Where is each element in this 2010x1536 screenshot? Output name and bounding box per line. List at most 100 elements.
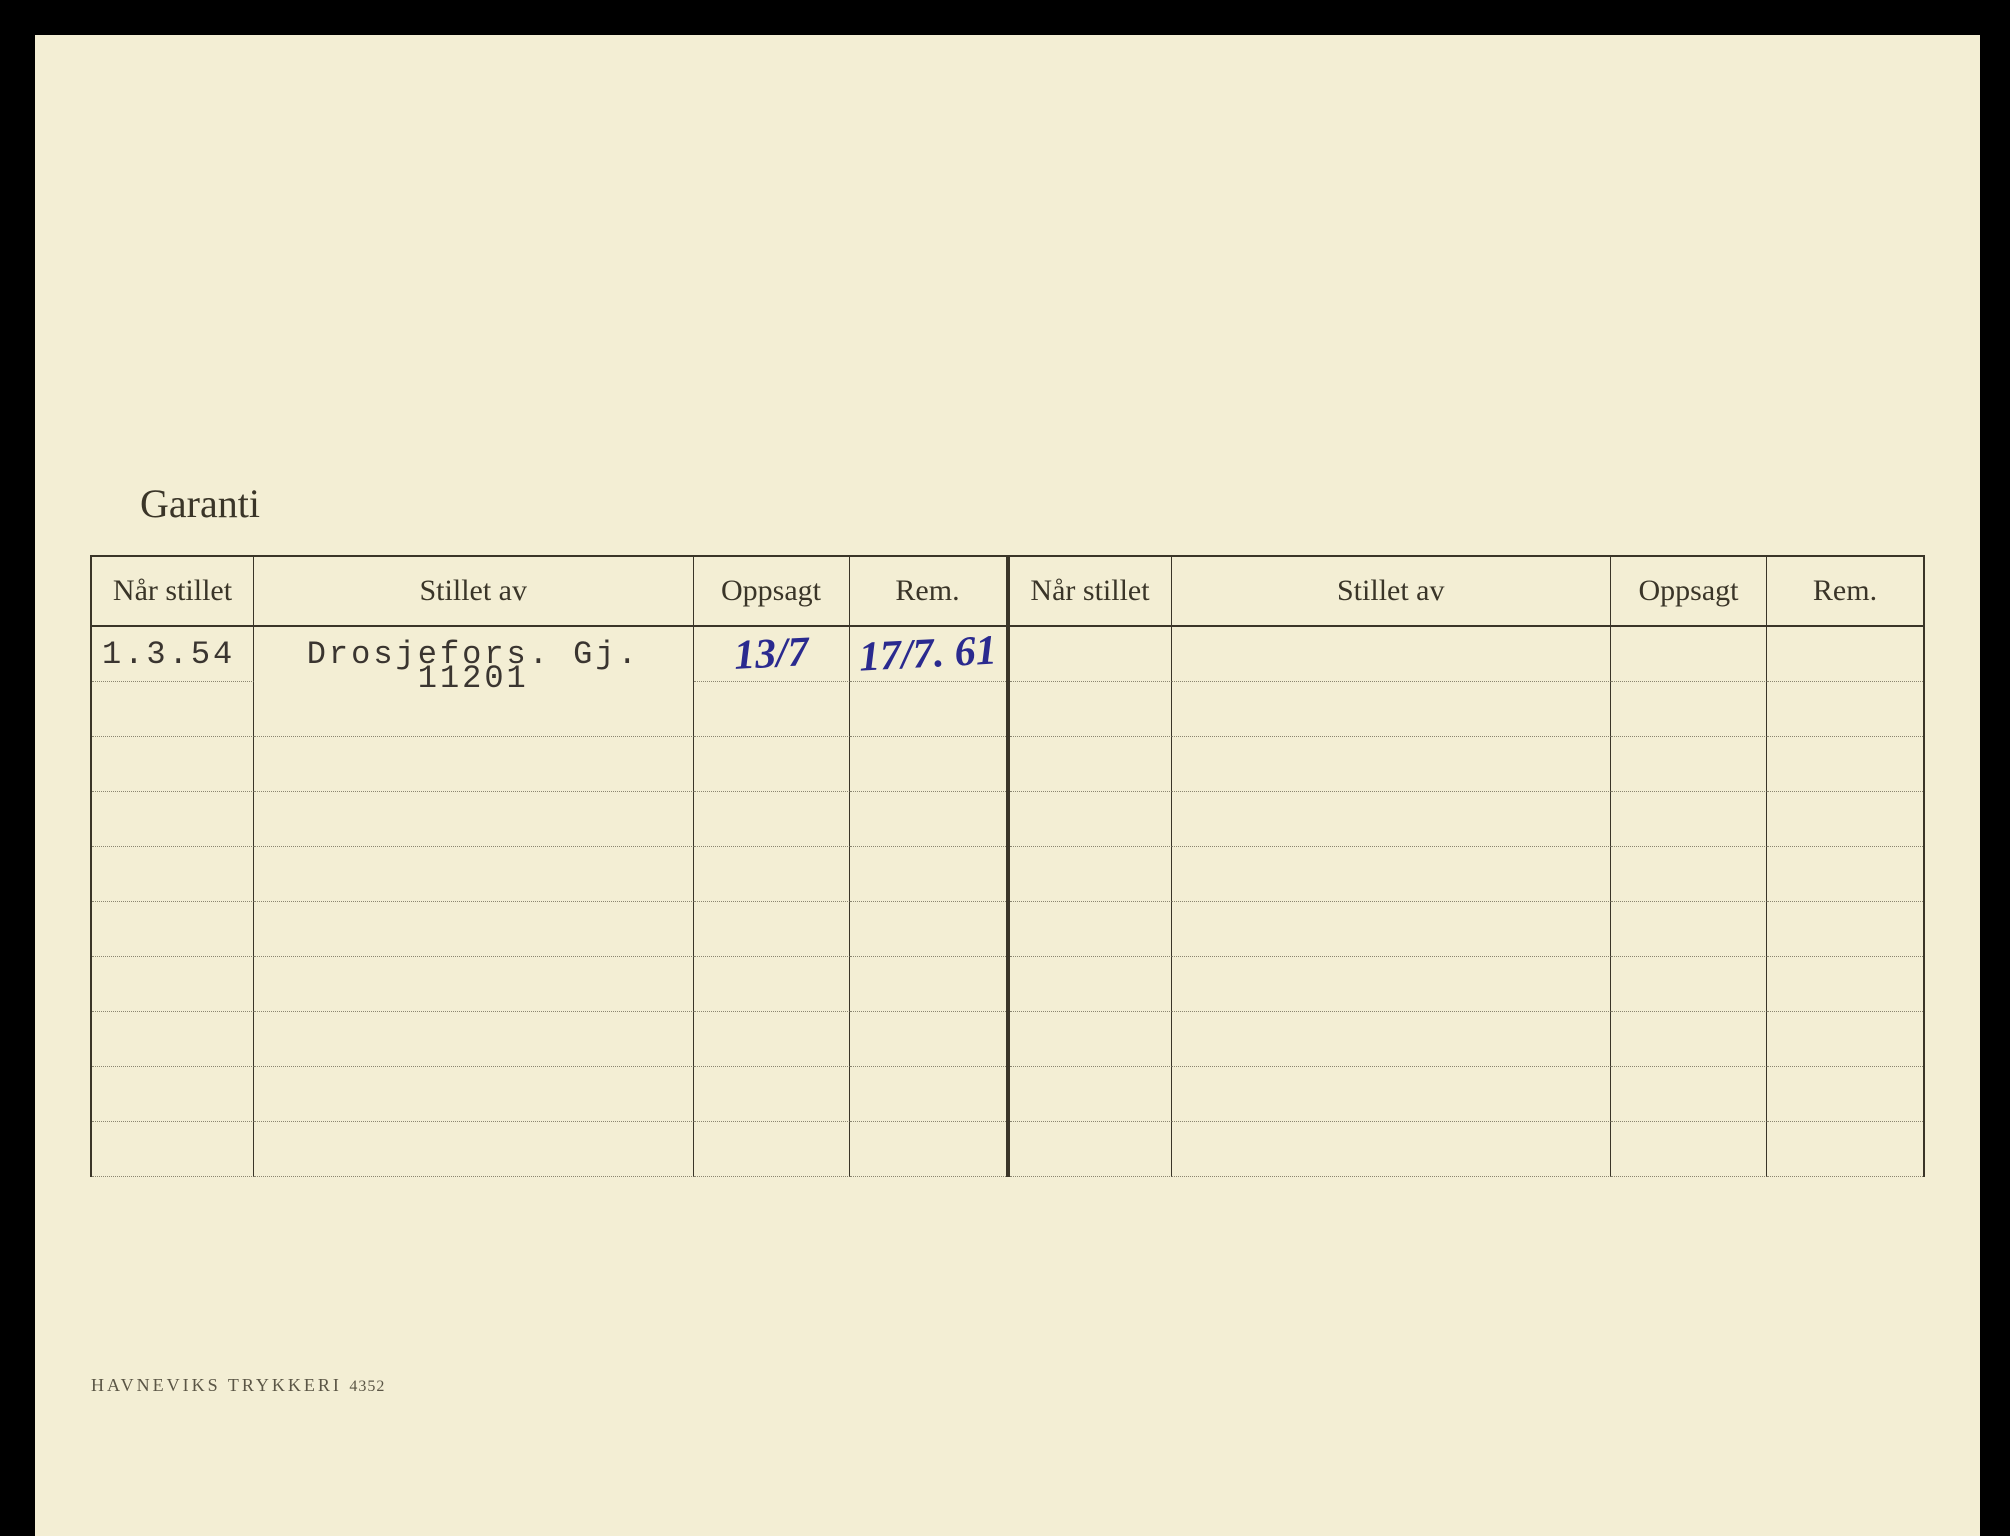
table-row	[92, 1012, 1006, 1067]
cell-empty	[1172, 1067, 1612, 1122]
cell-empty	[1010, 902, 1172, 957]
cell-empty	[694, 1067, 850, 1122]
cell-empty	[1010, 1067, 1172, 1122]
cell-empty	[694, 847, 850, 902]
cell-oppsagt	[694, 682, 850, 737]
cell-empty	[92, 792, 254, 847]
table-row	[92, 1122, 1006, 1177]
cell-empty	[850, 847, 1006, 902]
table-row	[92, 957, 1006, 1012]
cell-empty	[1172, 902, 1612, 957]
cell-empty	[92, 1012, 254, 1067]
handwritten-text: 17/7. 61	[857, 626, 997, 681]
cell-empty	[254, 737, 694, 792]
table-row	[92, 847, 1006, 902]
cell-empty	[1172, 957, 1612, 1012]
cell-empty	[1767, 1067, 1923, 1122]
cell-empty	[1172, 627, 1612, 682]
cell-empty	[1611, 1122, 1767, 1177]
cell-empty	[1611, 1012, 1767, 1067]
cell-empty	[1172, 792, 1612, 847]
cell-empty	[1767, 1012, 1923, 1067]
table-row	[1010, 682, 1924, 737]
cell-empty	[694, 957, 850, 1012]
cell-empty	[1611, 902, 1767, 957]
cell-empty	[1010, 1122, 1172, 1177]
printer-number: 4352	[349, 1378, 385, 1395]
cell-empty	[254, 902, 694, 957]
cell-empty	[1010, 627, 1172, 682]
cell-empty	[92, 902, 254, 957]
cell-empty	[1172, 1012, 1612, 1067]
cell-empty	[1767, 737, 1923, 792]
content-area: Garanti Når stillet Stillet av Oppsagt R…	[90, 480, 1925, 1177]
col-header-rem: Rem.	[1767, 557, 1923, 625]
table-row	[1010, 792, 1924, 847]
cell-empty	[1010, 682, 1172, 737]
cell-empty	[1767, 957, 1923, 1012]
cell-empty	[850, 737, 1006, 792]
cell-empty	[254, 1122, 694, 1177]
cell-empty	[254, 1012, 694, 1067]
cell-empty	[850, 792, 1006, 847]
typed-text: 1.3.54	[102, 636, 235, 673]
cell-empty	[694, 1012, 850, 1067]
cell-nar-stillet	[92, 682, 254, 737]
cell-empty	[1611, 792, 1767, 847]
cell-empty	[850, 1122, 1006, 1177]
cell-empty	[254, 1067, 694, 1122]
col-header-nar-stillet: Når stillet	[92, 557, 254, 625]
cell-empty	[1767, 847, 1923, 902]
cell-empty	[850, 1012, 1006, 1067]
cell-empty	[694, 1122, 850, 1177]
typed-line: 11201	[418, 660, 529, 697]
table-left-half: Når stillet Stillet av Oppsagt Rem. 1.3.…	[92, 557, 1008, 1177]
col-header-nar-stillet: Når stillet	[1010, 557, 1172, 625]
col-header-oppsagt: Oppsagt	[694, 557, 850, 625]
cell-empty	[1767, 1122, 1923, 1177]
cell-empty	[1010, 957, 1172, 1012]
cell-empty	[1767, 902, 1923, 957]
cell-empty	[694, 792, 850, 847]
cell-empty	[92, 1067, 254, 1122]
table-row: 11201	[92, 682, 1006, 737]
table-row	[1010, 1067, 1924, 1122]
cell-empty	[1611, 847, 1767, 902]
col-header-stillet-av: Stillet av	[254, 557, 694, 625]
cell-empty	[850, 1067, 1006, 1122]
table-row	[92, 792, 1006, 847]
printer-footer: HAVNEVIKS TRYKKERI 4352	[91, 1375, 385, 1396]
cell-empty	[254, 957, 694, 1012]
cell-empty	[850, 957, 1006, 1012]
table-row	[92, 1067, 1006, 1122]
cell-empty	[1611, 957, 1767, 1012]
cell-empty	[1172, 847, 1612, 902]
cell-empty	[1767, 627, 1923, 682]
cell-empty	[254, 792, 694, 847]
cell-empty	[92, 957, 254, 1012]
cell-empty	[1010, 847, 1172, 902]
garanti-table: Når stillet Stillet av Oppsagt Rem. 1.3.…	[90, 555, 1925, 1177]
cell-empty	[1010, 792, 1172, 847]
section-title: Garanti	[140, 480, 1925, 527]
table-row	[1010, 847, 1924, 902]
cell-empty	[1010, 1012, 1172, 1067]
cell-empty	[92, 847, 254, 902]
table-row	[92, 737, 1006, 792]
table-row	[1010, 1122, 1924, 1177]
cell-empty	[1172, 1122, 1612, 1177]
cell-empty	[1172, 737, 1612, 792]
table-row	[1010, 627, 1924, 682]
cell-empty	[1767, 682, 1923, 737]
cell-empty	[1611, 627, 1767, 682]
cell-empty	[850, 902, 1006, 957]
cell-empty	[694, 902, 850, 957]
table-header-row: Når stillet Stillet av Oppsagt Rem.	[92, 557, 1006, 627]
cell-stillet-av: 11201	[254, 682, 694, 737]
table-row	[1010, 737, 1924, 792]
table-row	[1010, 957, 1924, 1012]
cell-empty	[1611, 682, 1767, 737]
cell-oppsagt: 13/7	[694, 627, 850, 682]
cell-empty	[1010, 737, 1172, 792]
col-header-rem: Rem.	[850, 557, 1006, 625]
